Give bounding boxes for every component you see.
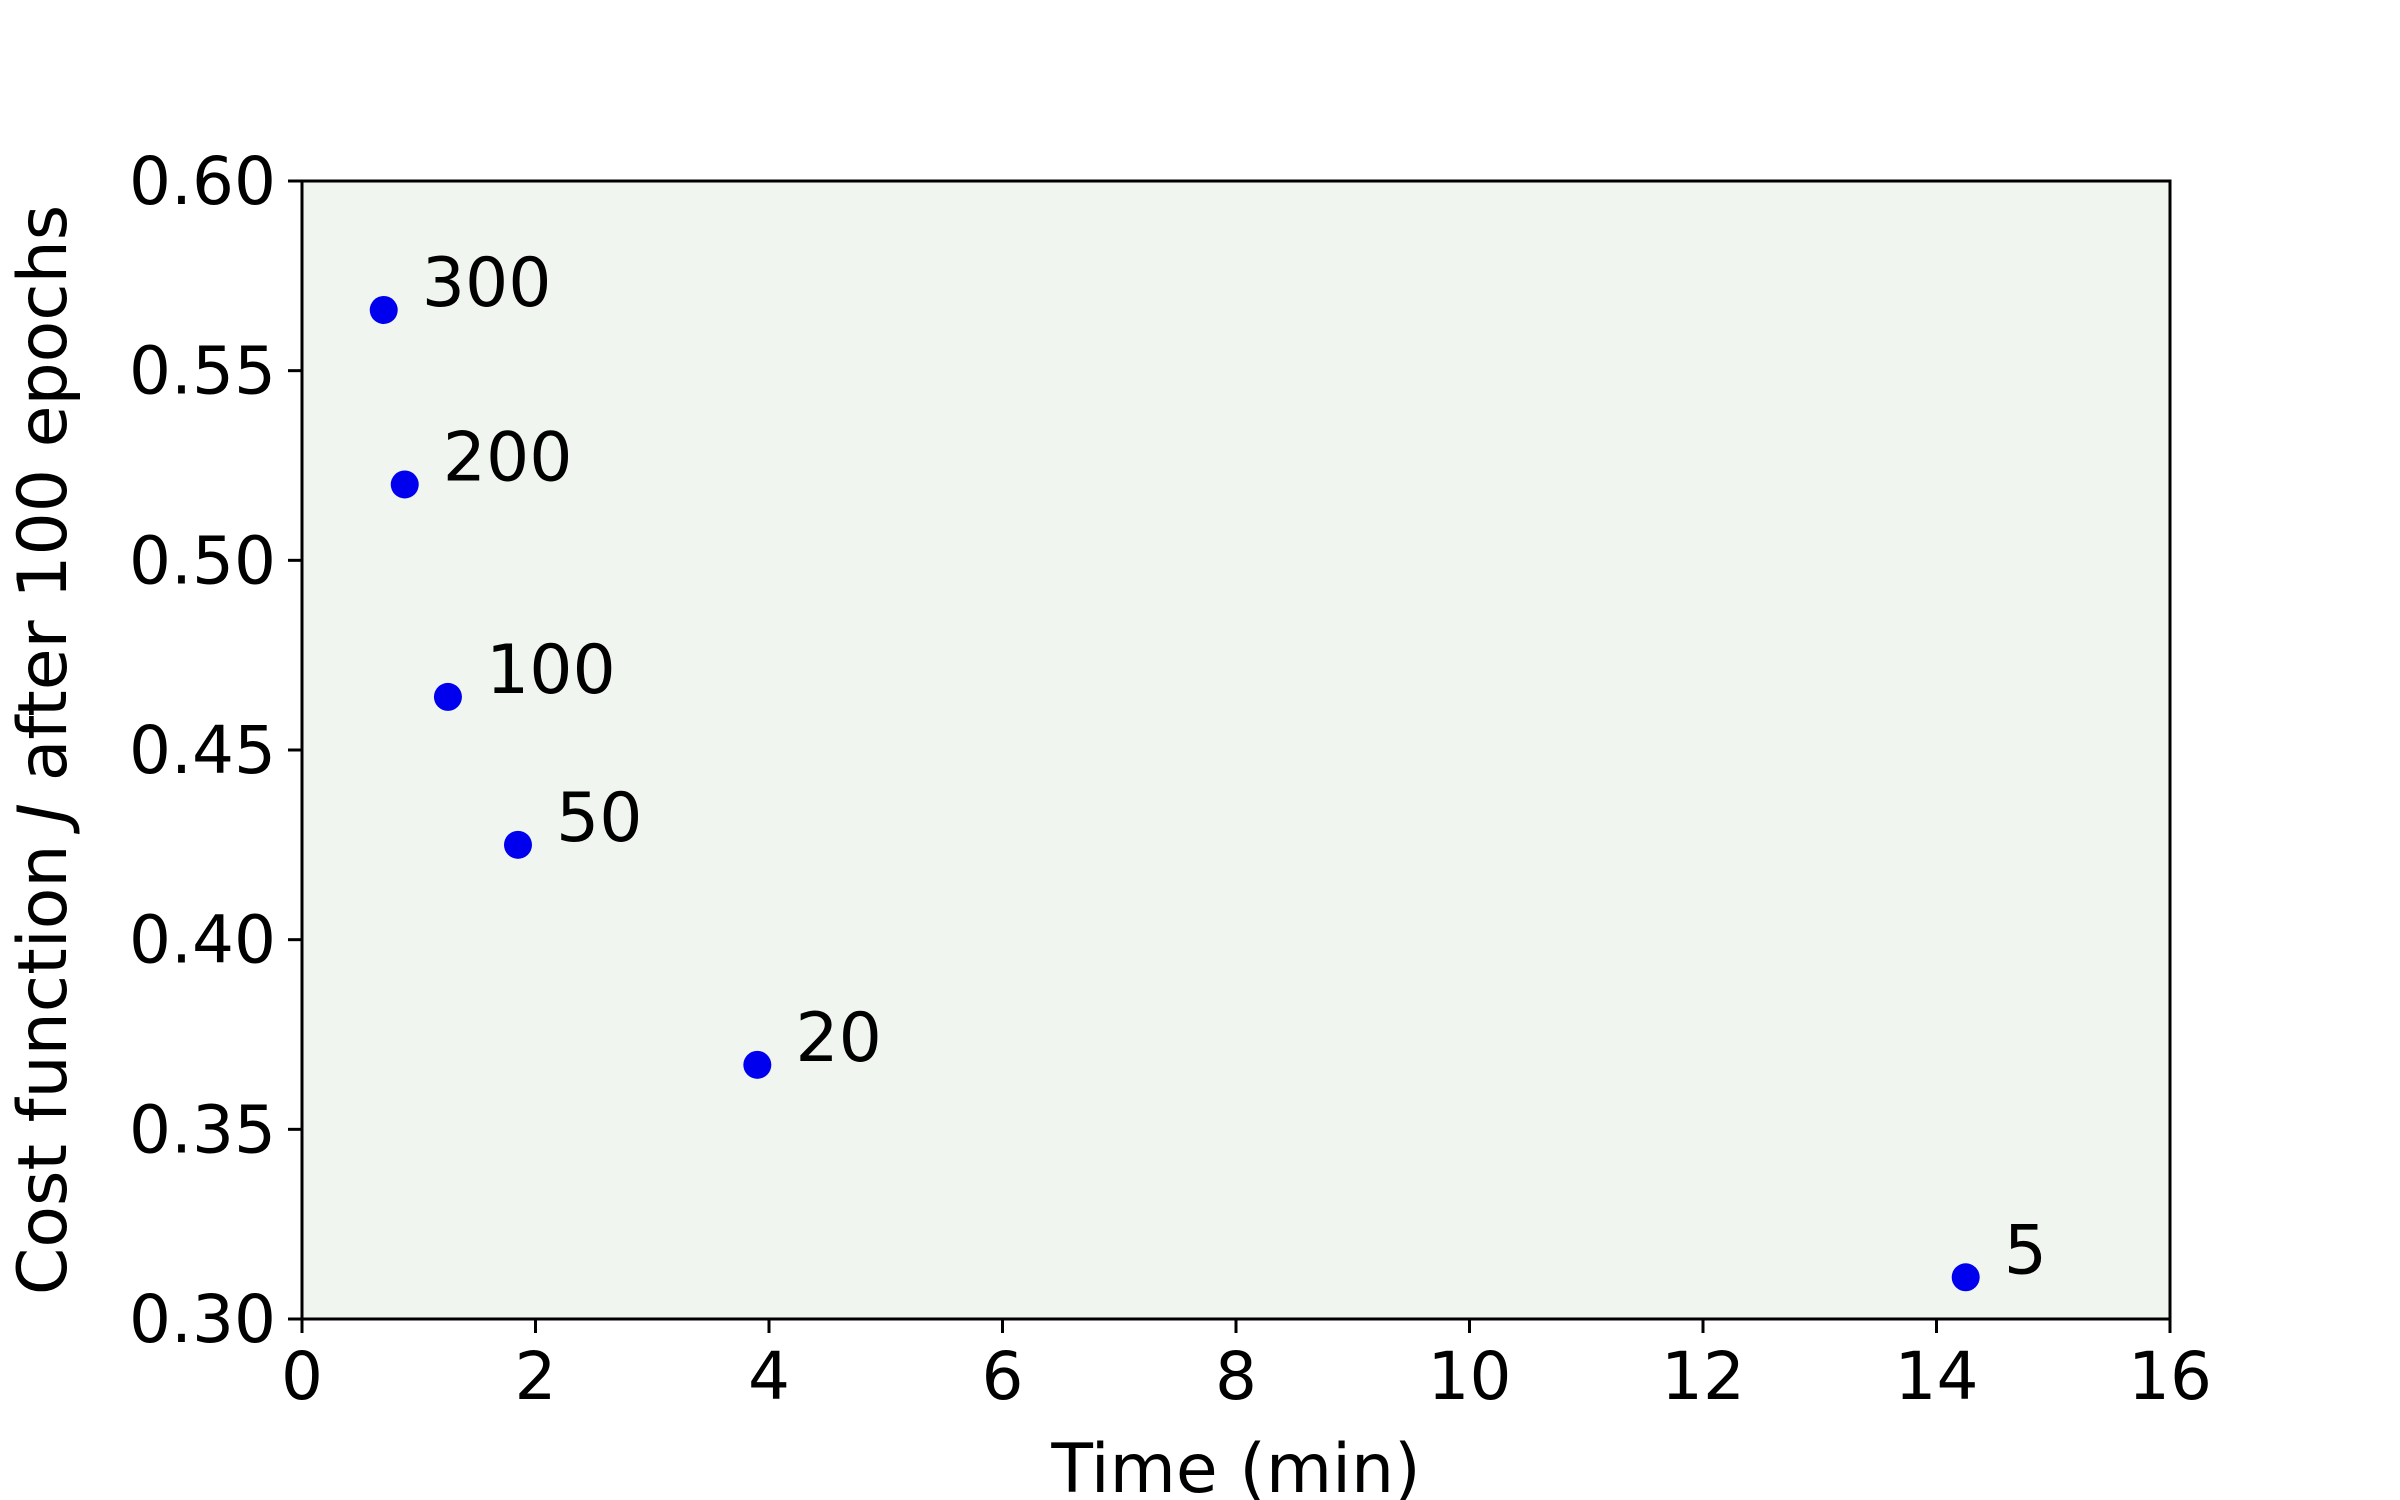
x-axis-label: Time (min) <box>1050 1430 1420 1500</box>
x-tick-label: 12 <box>1661 1338 1745 1415</box>
x-tick-label: 6 <box>982 1338 1024 1415</box>
x-tick-label: 16 <box>2128 1338 2212 1415</box>
data-point <box>1951 1263 1980 1292</box>
x-tick-label: 10 <box>1428 1338 1512 1415</box>
x-tick-label: 0 <box>281 1338 323 1415</box>
data-point-label: 200 <box>443 418 573 497</box>
y-tick-label: 0.50 <box>129 522 276 599</box>
data-points <box>369 295 1980 1292</box>
x-axis: 0 2 4 6 8 10 12 14 16 <box>281 1319 2212 1415</box>
data-point-label: 50 <box>556 779 643 858</box>
data-point-label: 5 <box>2004 1211 2047 1290</box>
x-tick-label: 4 <box>748 1338 790 1415</box>
y-axis-label-prefix: Cost function <box>4 823 83 1295</box>
y-axis-label: Cost function J after 100 epochs <box>4 205 83 1295</box>
y-tick-label: 0.40 <box>129 902 276 979</box>
y-tick-label: 0.45 <box>129 712 276 789</box>
data-point <box>369 295 398 324</box>
x-tick-label: 2 <box>515 1338 557 1415</box>
y-axis-label-suffix: after 100 epochs <box>4 205 83 803</box>
data-point <box>503 830 532 859</box>
data-point <box>433 682 462 711</box>
data-point-label: 300 <box>422 244 552 323</box>
y-tick-label: 0.30 <box>129 1281 276 1358</box>
x-tick-label: 14 <box>1895 1338 1979 1415</box>
data-point <box>743 1050 772 1079</box>
y-tick-label: 0.60 <box>129 143 276 220</box>
plot-area-background <box>302 181 2170 1319</box>
y-axis: 0.30 0.35 0.40 0.45 0.50 0.55 0.60 <box>129 143 302 1358</box>
data-point-label: 20 <box>795 999 882 1078</box>
y-tick-label: 0.55 <box>129 333 276 410</box>
data-point-label: 100 <box>486 631 616 710</box>
data-point <box>390 470 419 499</box>
x-tick-label: 8 <box>1215 1338 1257 1415</box>
y-tick-label: 0.35 <box>129 1091 276 1168</box>
data-point-labels: 300 200 100 50 20 5 <box>422 244 2047 1290</box>
